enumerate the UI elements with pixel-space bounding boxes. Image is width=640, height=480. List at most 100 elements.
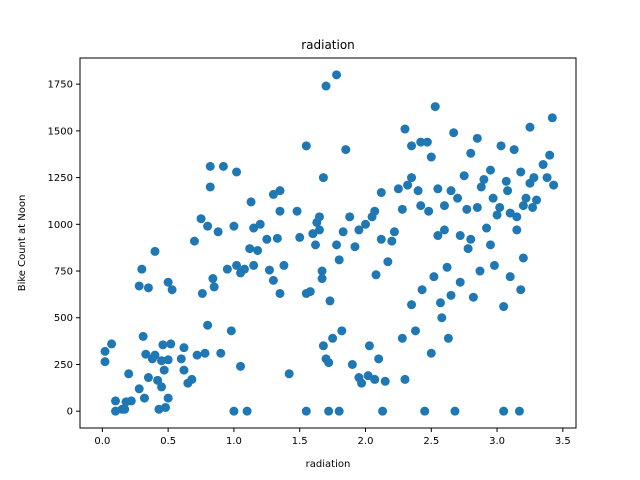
data-point (295, 232, 305, 242)
data-point (495, 202, 505, 212)
data-point (370, 374, 380, 384)
y-tick-label: 1250 (48, 173, 73, 184)
data-point (314, 212, 324, 222)
data-point (380, 376, 390, 386)
data-point (205, 182, 215, 192)
data-point (387, 236, 397, 246)
data-point (138, 331, 148, 341)
data-point (232, 167, 242, 177)
data-point (501, 176, 511, 186)
data-points (100, 70, 559, 416)
data-point (216, 348, 226, 358)
x-tick-label: 2.5 (423, 436, 439, 447)
data-point (301, 406, 311, 416)
data-point (538, 160, 548, 170)
data-point (518, 253, 528, 263)
data-point (337, 326, 347, 336)
data-point (192, 350, 202, 360)
data-point (197, 288, 207, 298)
data-point (433, 231, 443, 241)
data-point (236, 361, 246, 371)
data-point (475, 266, 485, 276)
data-point (496, 141, 506, 151)
data-point (446, 186, 456, 196)
y-tick-label: 1000 (48, 220, 73, 231)
data-point (124, 369, 134, 379)
data-point (161, 402, 171, 412)
data-point (249, 260, 259, 270)
data-point (179, 365, 189, 375)
data-point (218, 161, 228, 171)
data-point (229, 406, 239, 416)
data-point (153, 375, 163, 385)
data-point (410, 326, 420, 336)
data-point (262, 234, 272, 244)
data-point (268, 189, 278, 199)
data-point (462, 204, 472, 214)
data-point (305, 287, 315, 297)
data-point (505, 208, 515, 218)
data-point (446, 290, 456, 300)
data-point (332, 240, 342, 250)
data-point (341, 145, 351, 155)
data-point (383, 257, 393, 267)
data-point (482, 223, 492, 233)
data-point (363, 371, 373, 381)
data-point (466, 234, 476, 244)
data-point (158, 340, 168, 350)
chart-title: radiation (301, 38, 355, 52)
data-point (376, 234, 386, 244)
data-point (328, 333, 338, 343)
data-point (157, 356, 167, 366)
data-point (476, 182, 486, 192)
data-point (272, 233, 282, 243)
data-point (503, 186, 513, 196)
data-point (139, 393, 149, 403)
x-tick-label: 3.0 (489, 436, 505, 447)
data-point (472, 202, 482, 212)
data-point (242, 406, 252, 416)
data-point (426, 152, 436, 162)
data-point (268, 275, 278, 285)
data-point (416, 137, 426, 147)
data-point (317, 274, 327, 284)
data-point (499, 302, 509, 312)
data-point (397, 204, 407, 214)
data-point (532, 195, 542, 205)
data-point (430, 102, 440, 112)
data-point (397, 333, 407, 343)
y-axis-ticks: 0 250 500 750 1000 1250 1500 1750 (48, 80, 80, 418)
data-point (459, 171, 469, 181)
data-point (100, 346, 110, 356)
data-point (389, 227, 399, 237)
data-point (332, 70, 342, 80)
x-tick-label: 1.5 (292, 436, 308, 447)
data-point (187, 374, 197, 384)
data-point (176, 354, 186, 364)
x-tick-label: 1.0 (226, 436, 242, 447)
data-point (284, 369, 294, 379)
data-point (163, 355, 173, 365)
data-point (545, 150, 555, 160)
data-point (350, 242, 360, 252)
y-axis-label: Bike Count at Noon (17, 195, 28, 292)
data-point (279, 260, 289, 270)
data-point (324, 358, 334, 368)
data-point (205, 161, 215, 171)
data-point (542, 173, 552, 183)
data-point (516, 285, 526, 295)
data-point (525, 122, 535, 132)
data-point (472, 133, 482, 143)
data-point (354, 225, 364, 235)
data-point (376, 188, 386, 198)
data-point (371, 270, 381, 280)
data-point (514, 406, 524, 416)
y-tick-label: 0 (67, 407, 73, 418)
data-point (357, 378, 367, 388)
y-tick-label: 500 (54, 313, 73, 324)
data-point (275, 186, 285, 196)
data-point (455, 277, 465, 287)
data-point (407, 300, 417, 310)
data-point (407, 141, 417, 151)
data-point (512, 212, 522, 222)
